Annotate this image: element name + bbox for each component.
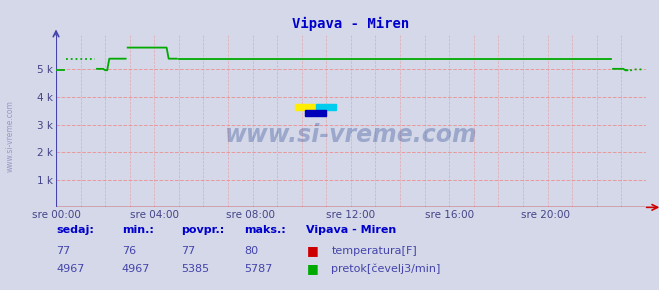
Title: Vipava - Miren: Vipava - Miren (293, 17, 409, 31)
Text: ■: ■ (306, 244, 318, 257)
Text: www.si-vreme.com: www.si-vreme.com (225, 123, 477, 147)
Text: 77: 77 (181, 246, 196, 256)
Text: 4967: 4967 (122, 264, 150, 274)
Text: Vipava - Miren: Vipava - Miren (306, 225, 397, 235)
Bar (316, 104, 336, 110)
Text: povpr.:: povpr.: (181, 225, 225, 235)
Text: sedaj:: sedaj: (56, 225, 94, 235)
Text: www.si-vreme.com: www.si-vreme.com (5, 100, 14, 172)
Text: maks.:: maks.: (244, 225, 285, 235)
Text: 76: 76 (122, 246, 136, 256)
Text: 77: 77 (56, 246, 71, 256)
Bar (295, 104, 316, 110)
Text: 80: 80 (244, 246, 258, 256)
Text: pretok[čevelj3/min]: pretok[čevelj3/min] (331, 264, 441, 274)
Text: 5385: 5385 (181, 264, 210, 274)
Bar (305, 110, 326, 116)
Text: min.:: min.: (122, 225, 154, 235)
Text: temperatura[F]: temperatura[F] (331, 246, 417, 256)
Text: 5787: 5787 (244, 264, 272, 274)
Text: ■: ■ (306, 262, 318, 275)
Text: 4967: 4967 (56, 264, 84, 274)
